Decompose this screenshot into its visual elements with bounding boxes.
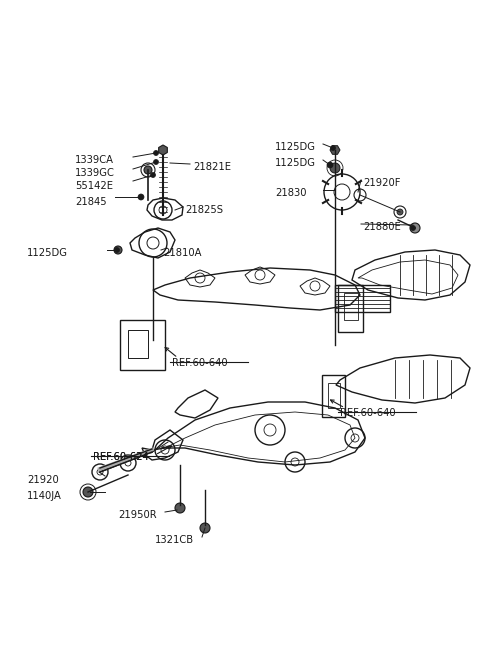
Text: REF.60-624: REF.60-624 [93,452,149,462]
Text: 21825S: 21825S [185,205,223,215]
Text: 1339CA: 1339CA [75,155,114,165]
Text: 1339GC: 1339GC [75,168,115,178]
Text: 55142E: 55142E [75,181,113,191]
Text: 21880E: 21880E [363,222,401,232]
Text: 1125DG: 1125DG [275,158,316,168]
Text: 1140JA: 1140JA [27,491,62,501]
Circle shape [83,487,93,497]
Circle shape [151,172,156,178]
Text: 1321CB: 1321CB [155,535,194,545]
Text: 21845: 21845 [75,197,107,207]
Text: 21950R: 21950R [118,510,156,520]
Circle shape [331,145,336,151]
Text: 21830: 21830 [275,188,307,198]
Circle shape [144,166,152,174]
Text: 21821E: 21821E [193,162,231,172]
Circle shape [410,225,416,231]
Circle shape [330,163,340,173]
Text: 1125DG: 1125DG [275,142,316,152]
Circle shape [114,246,122,254]
Text: 21810A: 21810A [163,248,202,258]
Circle shape [154,151,158,155]
Circle shape [410,223,420,233]
Text: 1125DG: 1125DG [27,248,68,258]
Text: 21920F: 21920F [363,178,400,188]
Polygon shape [159,145,168,155]
Text: 21920: 21920 [27,475,59,485]
Text: REF.60-640: REF.60-640 [340,408,396,418]
Text: REF.60-640: REF.60-640 [172,358,228,368]
Circle shape [175,503,185,513]
Polygon shape [330,145,340,155]
Circle shape [154,160,158,164]
Circle shape [200,523,210,533]
Circle shape [115,248,120,252]
Circle shape [138,194,144,200]
Circle shape [397,209,403,215]
Text: REF.60-624: REF.60-624 [93,452,149,462]
Circle shape [327,162,333,168]
